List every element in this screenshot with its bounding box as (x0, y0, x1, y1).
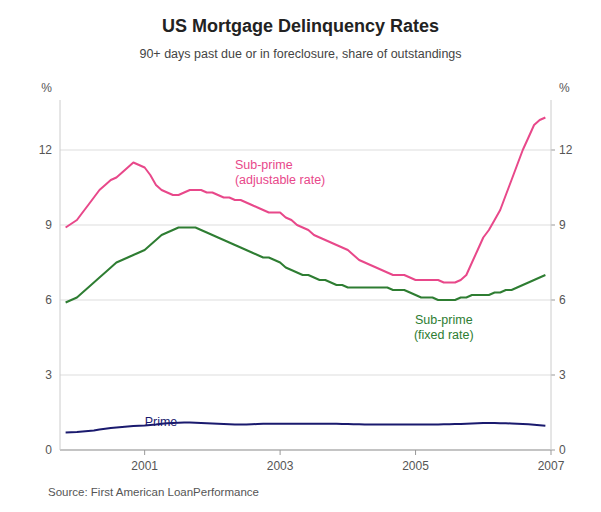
x-tick (415, 450, 416, 455)
y-axis-label: % (41, 81, 52, 95)
lines (66, 118, 546, 433)
y2-tick-label: 9 (559, 218, 566, 232)
y2-tick-label: 0 (559, 443, 566, 457)
grid-line (60, 150, 551, 151)
y-tick-label: 3 (45, 368, 52, 382)
y2-tick-label: 12 (559, 143, 573, 157)
y-tick-label: 0 (45, 443, 52, 457)
grid-line (60, 450, 551, 451)
source: Source: First American LoanPerformance (48, 486, 259, 498)
grid (60, 150, 551, 450)
x-tick-label: 2005 (402, 459, 429, 473)
line (66, 228, 546, 303)
x-tick (280, 450, 281, 455)
x-tick-label: 2007 (538, 459, 565, 473)
title: US Mortgage Delinquency Rates (162, 16, 439, 36)
subtitle: 90+ days past due or in foreclosure, sha… (139, 47, 461, 61)
x-tick-label: 2001 (131, 459, 158, 473)
series-label: Sub-prime(fixed rate) (414, 313, 474, 342)
x-tick (551, 450, 552, 455)
y-tick-label: 9 (45, 218, 52, 232)
x-tick (144, 450, 145, 455)
line (66, 423, 546, 433)
y2-tick (551, 300, 555, 301)
grid-line (60, 375, 551, 376)
y-tick-label: 6 (45, 293, 52, 307)
y2-axis-label: % (559, 81, 570, 95)
chart: US Mortgage Delinquency Rates 90+ days pa… (0, 0, 601, 512)
series-label: Sub-prime(adjustable rate) (235, 158, 325, 187)
y2-tick-label: 3 (559, 368, 566, 382)
y2-tick (551, 450, 555, 451)
y2-axis-line (551, 100, 552, 450)
x-axis-line (60, 450, 551, 451)
grid-line (60, 300, 551, 301)
y-tick-label: 12 (39, 143, 53, 157)
y2-tick (551, 375, 555, 376)
y2-tick (551, 150, 555, 151)
grid-line (60, 225, 551, 226)
y2-tick-label: 6 (559, 293, 566, 307)
series-label: Prime (145, 415, 178, 429)
x-tick-label: 2003 (267, 459, 294, 473)
line (66, 118, 546, 283)
y2-tick (551, 225, 555, 226)
y-axis-line (60, 100, 61, 450)
